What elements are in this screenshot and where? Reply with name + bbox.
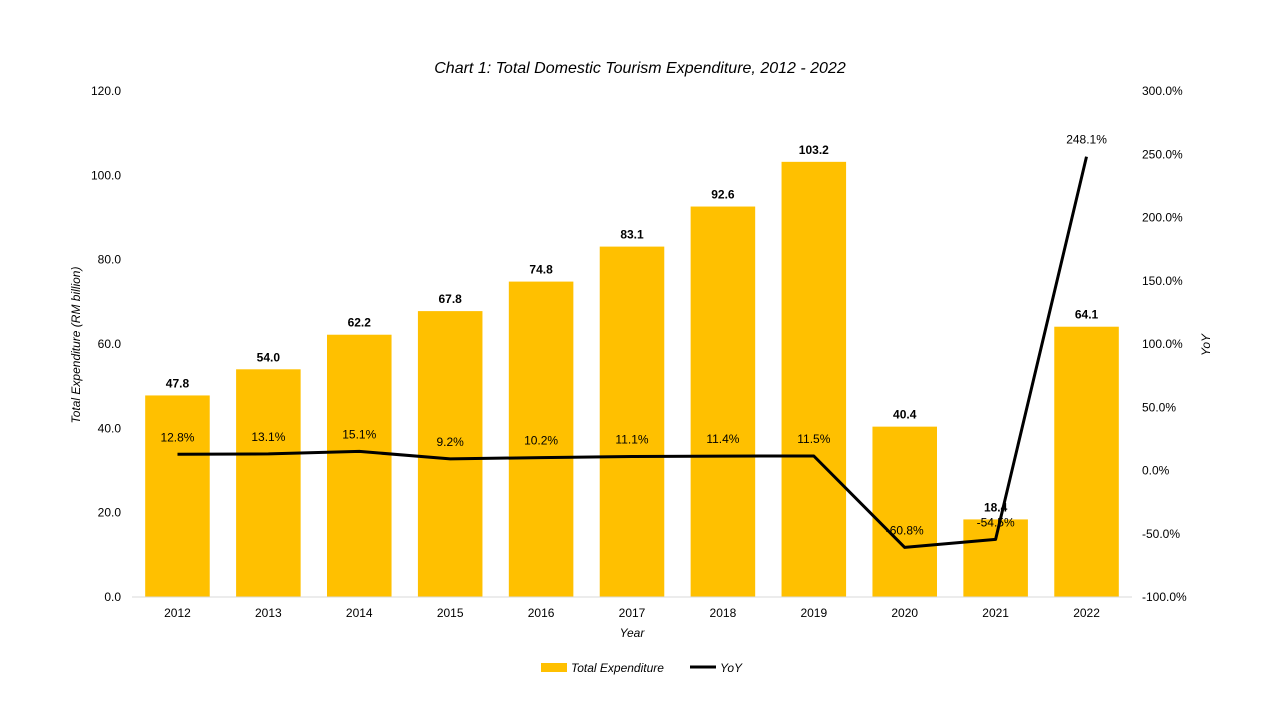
bar [963,519,1028,597]
y2-tick-label: 50.0% [1142,400,1176,414]
bar-data-label: 40.4 [893,408,917,422]
y2-axis-label: YoY [1199,333,1213,356]
yoy-data-label: 11.4% [706,432,739,446]
y2-tick-label: 200.0% [1142,211,1183,225]
y2-tick-label: 100.0% [1142,337,1183,351]
bar [872,426,937,597]
bar-data-labels: 47.8 54.0 62.2 67.8 74.8 83.1 92.6 103.2 40.4 18.… [166,143,1099,515]
y2-tick-label: -100.0% [1142,590,1187,604]
bar [781,161,847,597]
y-tick-label: 20.0 [98,506,122,520]
bar-data-label: 103.2 [799,143,829,157]
y-tick-label: 40.0 [98,421,122,435]
x-tick-label: 2019 [800,606,827,620]
bar [236,369,301,597]
bar-data-label: 47.8 [166,376,190,390]
bar [599,246,665,597]
x-tick-label: 2016 [528,606,555,620]
y-axis-label: Total Expenditure (RM billion) [69,267,83,424]
y2-tick-label: 300.0% [1142,84,1183,98]
bar-series [145,161,1119,597]
x-tick-label: 2013 [255,606,282,620]
yoy-data-label: 11.5% [797,432,830,446]
y2-tick-label: 250.0% [1142,147,1183,161]
y-tick-label: 0.0 [104,590,121,604]
yoy-data-label: 248.1% [1066,133,1107,147]
x-tick-label: 2014 [346,606,373,620]
yoy-data-label: 15.1% [342,427,376,441]
bar [1054,326,1119,597]
x-axis-ticks: 2012 2013 2014 2015 2016 2017 2018 2019 2020 2021… [164,606,1100,620]
y-tick-label: 120.0 [91,84,121,98]
x-axis-label: Year [620,626,646,640]
y2-tick-label: 0.0% [1142,464,1170,478]
yoy-data-label: 11.1% [615,432,648,446]
chart-title: Chart 1: Total Domestic Tourism Expendit… [434,60,846,77]
line-series [177,156,1088,549]
legend: Total Expenditure YoY [541,661,743,675]
bar-data-label: 83.1 [620,228,644,242]
bar-data-label: 64.1 [1075,308,1099,322]
bar-data-label: 92.6 [711,188,735,202]
yoy-data-label: -54.5% [977,515,1015,529]
x-tick-label: 2020 [891,606,918,620]
x-tick-label: 2017 [619,606,646,620]
y-tick-label: 60.0 [98,337,122,351]
yoy-data-label: 10.2% [524,434,558,448]
y-axis-ticks: 0.0 20.0 40.0 60.0 80.0 100.0 120.0 [91,84,121,604]
line-data-labels: 12.8% 13.1% 15.1% 9.2% 10.2% 11.1% 11.4% 11.5% -… [160,133,1107,538]
bar-data-label: 54.0 [257,350,281,364]
yoy-data-label: -60.8% [886,523,924,537]
bar-data-label: 62.2 [348,316,372,330]
bar-data-label: 67.8 [439,292,463,306]
y-tick-label: 100.0 [91,168,121,182]
y-tick-label: 80.0 [98,253,122,267]
y2-tick-label: 150.0% [1142,274,1183,288]
bar [508,281,574,597]
yoy-line [177,156,1088,549]
bar [417,311,483,597]
yoy-data-label: 12.8% [160,430,194,444]
legend-label-yoy: YoY [720,661,743,675]
y2-tick-label: -50.0% [1142,527,1180,541]
legend-swatch-total-expenditure [541,663,567,672]
bar-data-label: 18.4 [984,500,1008,514]
yoy-data-label: 9.2% [437,435,465,449]
bar-data-label: 74.8 [529,263,553,277]
x-tick-label: 2015 [437,606,464,620]
x-tick-label: 2018 [710,606,737,620]
y2-axis-ticks: -100.0% -50.0% 0.0% 50.0% 100.0% 150.0% 200.0%… [1142,84,1187,604]
x-tick-label: 2022 [1073,606,1100,620]
bar [145,395,210,597]
x-tick-label: 2012 [164,606,191,620]
bar [327,334,392,597]
legend-label-total-expenditure: Total Expenditure [571,661,664,675]
bar [690,206,756,597]
yoy-data-label: 13.1% [251,430,285,444]
x-tick-label: 2021 [982,606,1009,620]
